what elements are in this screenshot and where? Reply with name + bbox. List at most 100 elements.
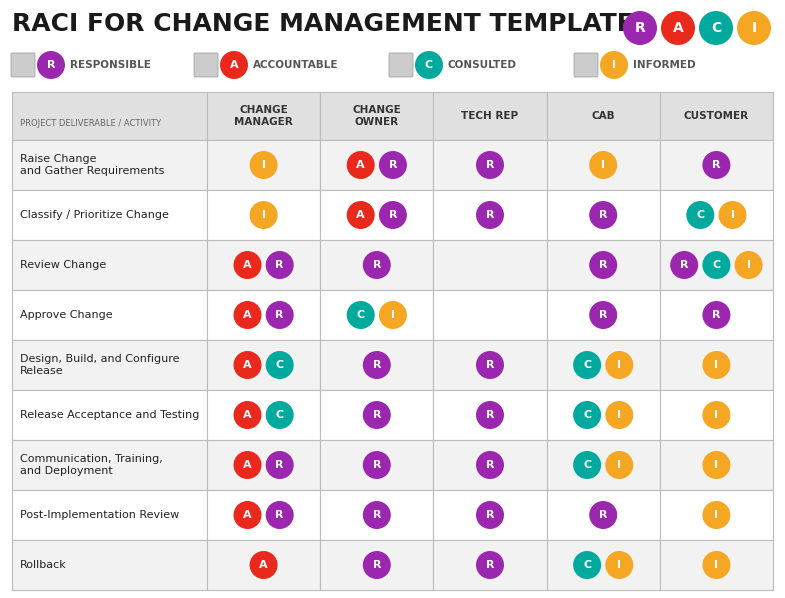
Bar	[12, 440, 207, 490]
Bar	[433, 390, 546, 440]
Ellipse shape	[37, 51, 65, 79]
Text: R: R	[389, 160, 397, 170]
Text: RACI FOR CHANGE MANAGEMENT TEMPLATE: RACI FOR CHANGE MANAGEMENT TEMPLATE	[12, 12, 633, 36]
Ellipse shape	[476, 551, 504, 579]
Text: R: R	[276, 460, 284, 470]
Bar	[207, 190, 320, 240]
Bar	[12, 490, 207, 540]
Bar	[433, 190, 546, 240]
Ellipse shape	[379, 151, 407, 179]
Ellipse shape	[233, 501, 261, 529]
Text: TECH REP: TECH REP	[462, 111, 519, 121]
Bar	[12, 190, 207, 240]
Bar	[660, 190, 773, 240]
Text: A: A	[673, 21, 684, 35]
Bar	[546, 140, 660, 190]
Ellipse shape	[363, 401, 391, 429]
Ellipse shape	[703, 151, 730, 179]
Bar	[433, 290, 546, 340]
Text: I: I	[391, 310, 395, 320]
Ellipse shape	[703, 401, 730, 429]
Text: R: R	[599, 210, 608, 220]
Ellipse shape	[347, 201, 374, 229]
Bar	[12, 140, 207, 190]
Bar	[546, 440, 660, 490]
Text: Classify / Prioritize Change: Classify / Prioritize Change	[20, 210, 169, 220]
Text: C: C	[712, 260, 721, 270]
Text: I: I	[617, 460, 621, 470]
Ellipse shape	[347, 151, 374, 179]
Ellipse shape	[265, 401, 294, 429]
Text: C: C	[583, 560, 591, 570]
Text: R: R	[389, 210, 397, 220]
Ellipse shape	[670, 251, 698, 279]
Text: R: R	[486, 360, 495, 370]
Ellipse shape	[605, 451, 633, 479]
Text: PROJECT DELIVERABLE / ACTIVITY: PROJECT DELIVERABLE / ACTIVITY	[20, 118, 161, 128]
FancyBboxPatch shape	[194, 53, 218, 77]
Text: I: I	[617, 360, 621, 370]
Bar	[433, 490, 546, 540]
Bar	[12, 540, 207, 590]
FancyBboxPatch shape	[574, 53, 598, 77]
Text: I: I	[751, 21, 757, 35]
Bar	[320, 340, 433, 390]
Ellipse shape	[605, 551, 633, 579]
Text: R: R	[486, 510, 495, 520]
Text: R: R	[373, 560, 381, 570]
Bar	[546, 490, 660, 540]
Text: I: I	[714, 560, 718, 570]
Bar	[320, 440, 433, 490]
Ellipse shape	[363, 551, 391, 579]
Ellipse shape	[233, 251, 261, 279]
Ellipse shape	[590, 201, 617, 229]
Bar	[320, 390, 433, 440]
Ellipse shape	[250, 201, 278, 229]
Ellipse shape	[590, 301, 617, 329]
Text: R: R	[276, 510, 284, 520]
Ellipse shape	[573, 401, 601, 429]
Text: CAB: CAB	[591, 111, 615, 121]
Ellipse shape	[379, 201, 407, 229]
Text: Post-Implementation Review: Post-Implementation Review	[20, 510, 179, 520]
Ellipse shape	[605, 401, 633, 429]
Bar	[546, 340, 660, 390]
Ellipse shape	[363, 501, 391, 529]
Ellipse shape	[476, 501, 504, 529]
Text: R: R	[276, 310, 284, 320]
Text: C: C	[711, 21, 721, 35]
Text: C: C	[356, 310, 365, 320]
Text: A: A	[243, 410, 252, 420]
Text: R: R	[599, 510, 608, 520]
Ellipse shape	[476, 451, 504, 479]
Text: C: C	[276, 410, 283, 420]
Bar	[660, 440, 773, 490]
Bar	[207, 390, 320, 440]
Text: Design, Build, and Configure
Release: Design, Build, and Configure Release	[20, 354, 180, 376]
Bar	[207, 240, 320, 290]
Bar	[546, 92, 660, 140]
Text: CHANGE
MANAGER: CHANGE MANAGER	[234, 105, 293, 127]
Bar	[546, 190, 660, 240]
Ellipse shape	[476, 201, 504, 229]
Ellipse shape	[233, 351, 261, 379]
Ellipse shape	[363, 251, 391, 279]
Text: RESPONSIBLE: RESPONSIBLE	[70, 60, 151, 70]
Text: I: I	[714, 460, 718, 470]
Bar	[207, 490, 320, 540]
Text: Raise Change
and Gather Requirements: Raise Change and Gather Requirements	[20, 154, 164, 176]
Text: R: R	[486, 410, 495, 420]
Text: R: R	[486, 460, 495, 470]
Bar	[207, 140, 320, 190]
Text: I: I	[617, 560, 621, 570]
Bar	[433, 240, 546, 290]
Bar	[207, 540, 320, 590]
Text: ACCOUNTABLE: ACCOUNTABLE	[253, 60, 338, 70]
Ellipse shape	[347, 301, 374, 329]
Text: Release Acceptance and Testing: Release Acceptance and Testing	[20, 410, 199, 420]
Text: CUSTOMER: CUSTOMER	[684, 111, 749, 121]
Bar	[546, 240, 660, 290]
Text: A: A	[356, 210, 365, 220]
Text: C: C	[696, 210, 704, 220]
Text: A: A	[230, 60, 239, 70]
